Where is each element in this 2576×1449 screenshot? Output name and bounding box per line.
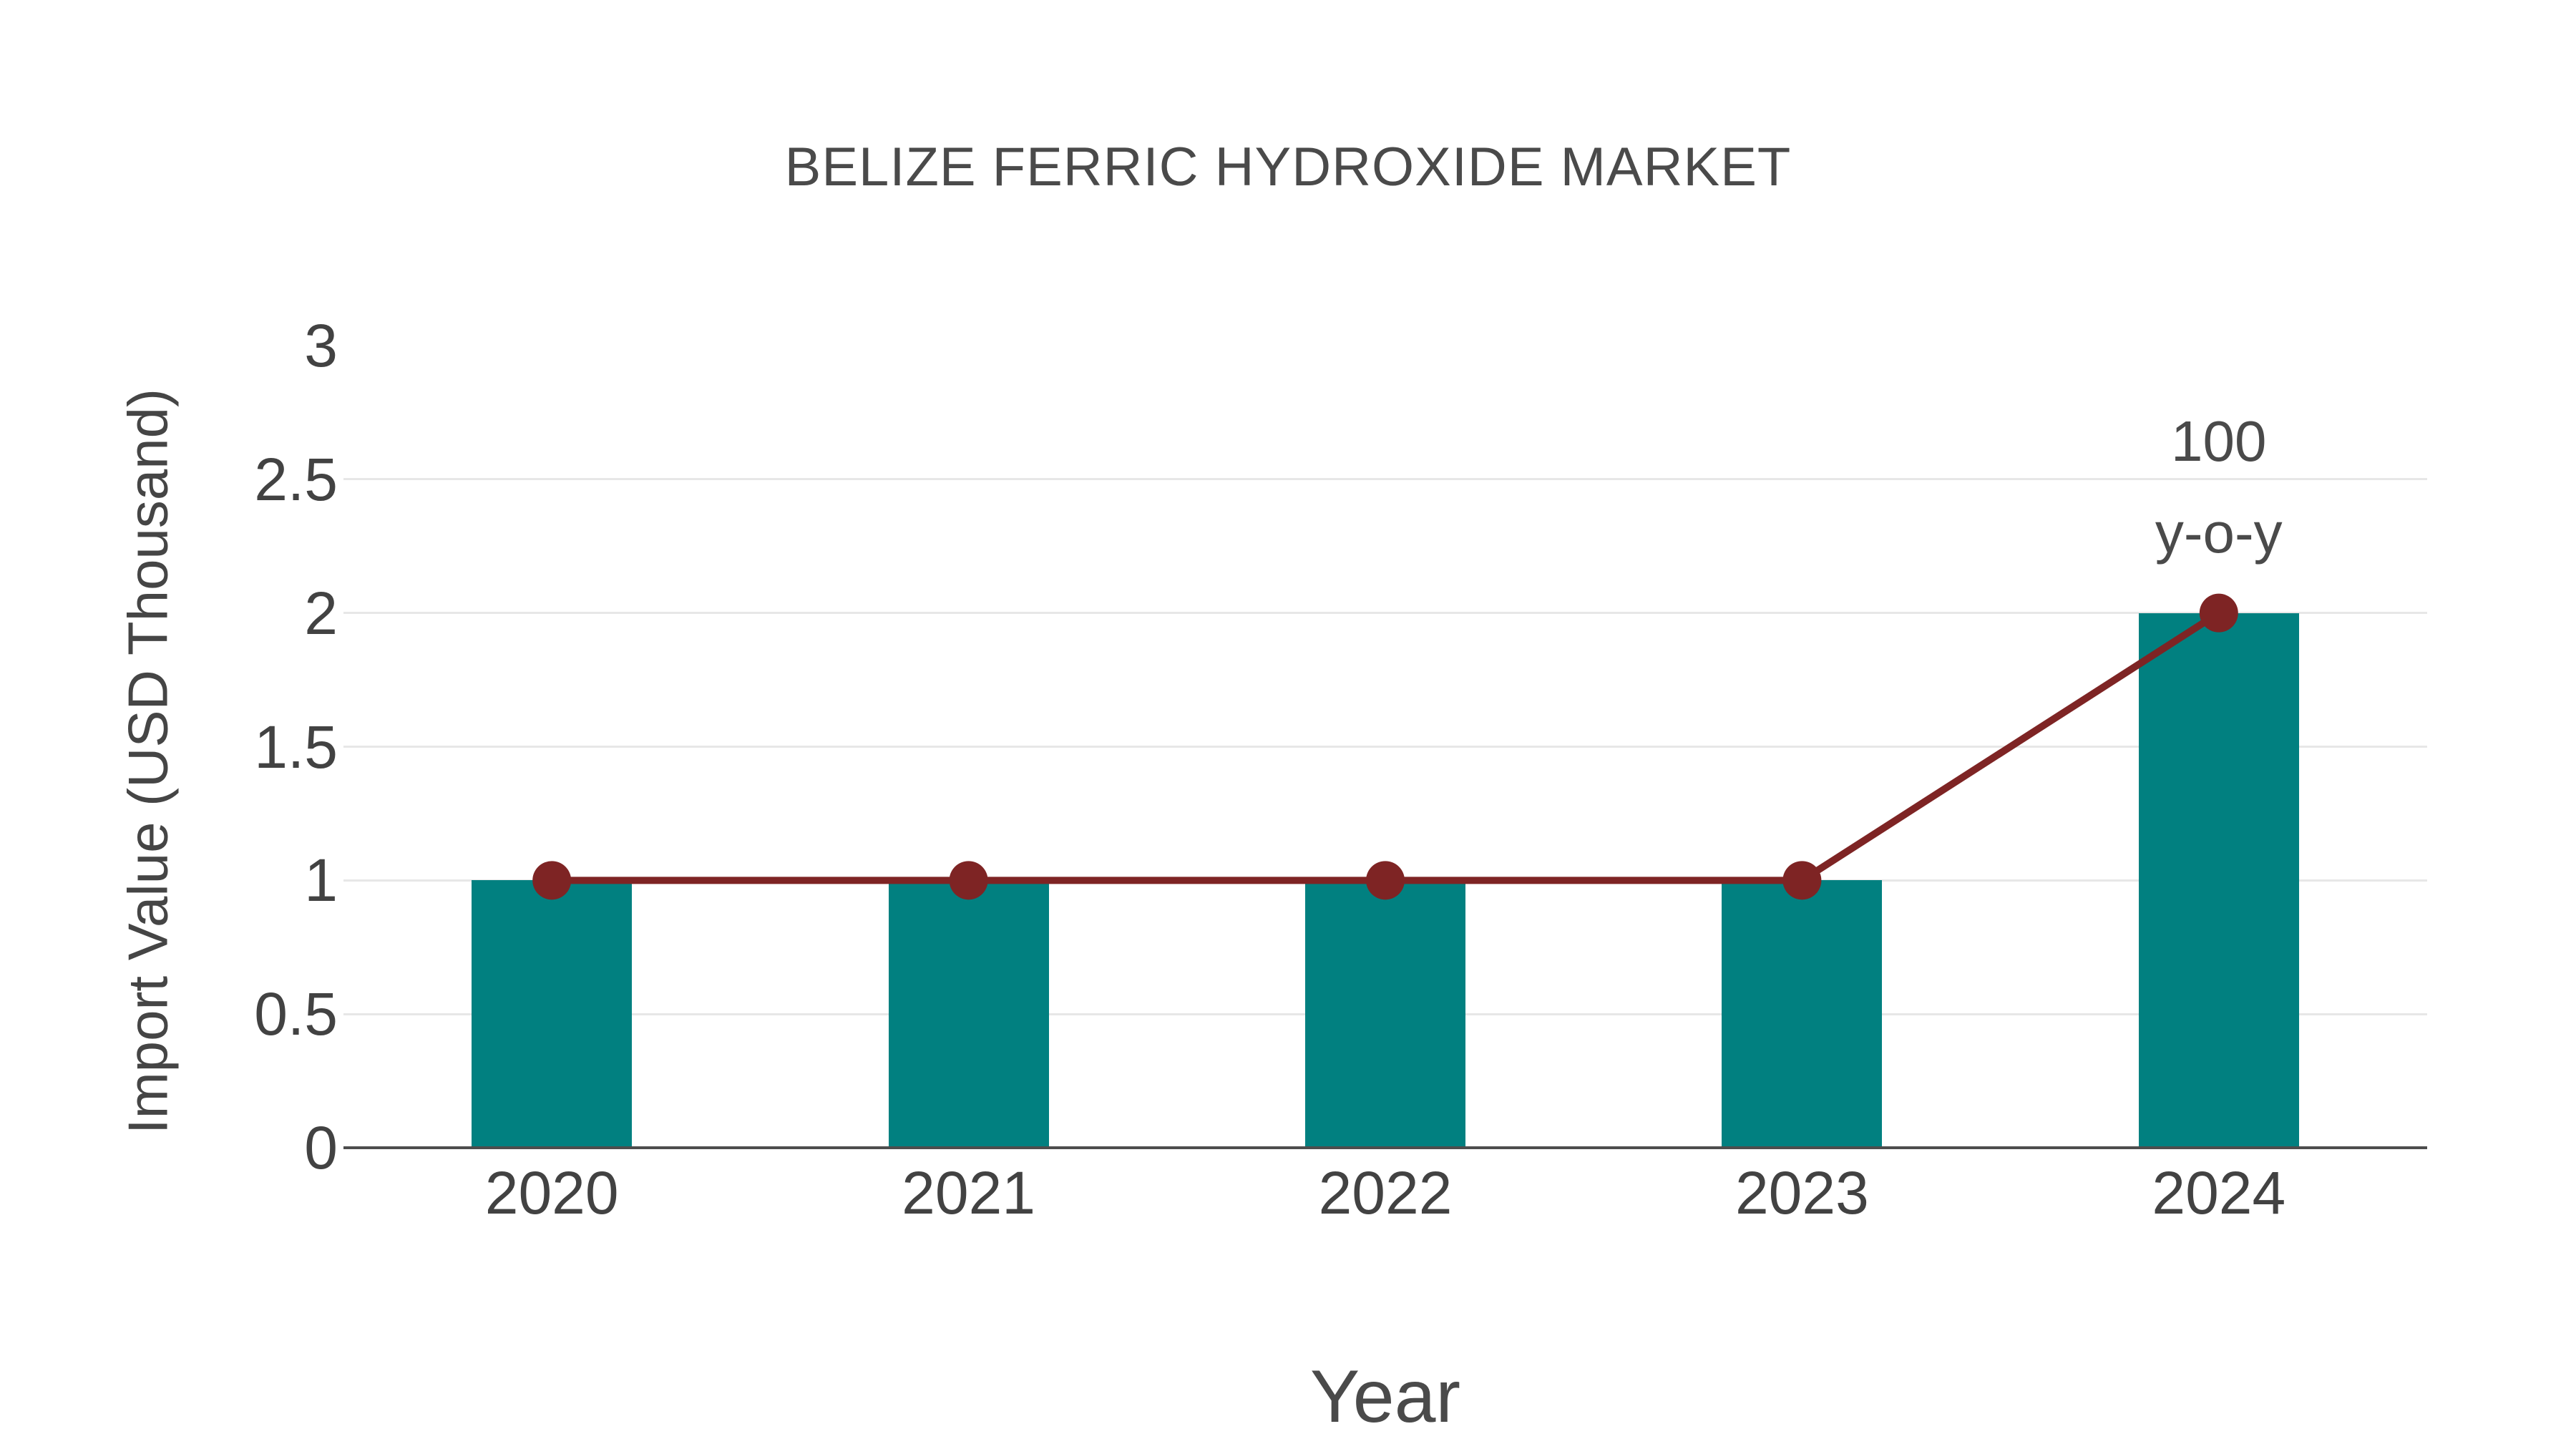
x-tick-label-2022: 2022: [1318, 1159, 1453, 1226]
line-marker-2020: [532, 861, 572, 900]
y-tick-label: 0: [304, 1114, 338, 1181]
bar-2021: [888, 880, 1049, 1148]
gridline-y-2.5: [343, 478, 2427, 481]
bar-2024: [2138, 613, 2299, 1148]
line-marker-2022: [1366, 861, 1405, 900]
x-tick-label-2023: 2023: [1735, 1159, 1869, 1226]
line-marker-2024: [2199, 593, 2238, 633]
x-axis-title: Year: [1309, 1355, 1461, 1438]
y-tick-label: 2.5: [254, 445, 338, 513]
y-tick-label: 2: [304, 579, 338, 647]
x-tick-label-2024: 2024: [2152, 1159, 2286, 1226]
bar-2022: [1305, 880, 1465, 1148]
x-tick-label-2021: 2021: [902, 1159, 1036, 1226]
y-tick-label: 1.5: [254, 713, 338, 781]
y-tick-label: 3: [304, 312, 338, 379]
line-marker-2021: [949, 861, 988, 900]
bar-2023: [1722, 880, 1883, 1148]
annotation-value: 100: [2171, 409, 2267, 473]
line-marker-2023: [1782, 861, 1822, 900]
x-tick-label-2020: 2020: [484, 1159, 619, 1226]
gridline-y-1.5: [343, 746, 2427, 748]
annotation-yoy: 100 y-o-y: [2040, 396, 2398, 579]
gridline-y-2: [343, 612, 2427, 615]
y-tick-label: 0.5: [254, 980, 338, 1048]
annotation-label: y-o-y: [2155, 501, 2283, 565]
trend-line: [552, 610, 2221, 884]
chart-title: BELIZE FERRIC HYDROXIDE MARKET: [784, 137, 1792, 197]
bar-2020: [472, 880, 633, 1148]
y-tick-label: 1: [304, 847, 338, 914]
x-axis-line: [343, 1146, 2427, 1149]
